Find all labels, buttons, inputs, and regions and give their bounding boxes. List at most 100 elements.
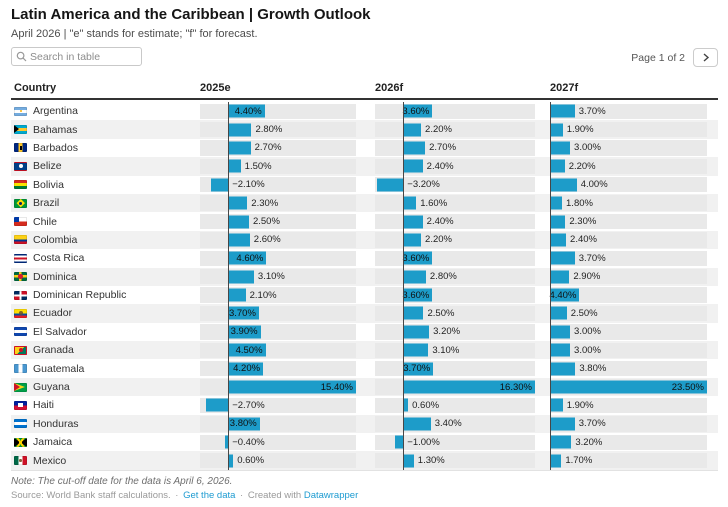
country-name: Colombia xyxy=(33,233,78,246)
value-bar xyxy=(550,196,563,210)
bar-cell-2025e: 2.80% xyxy=(195,120,370,139)
bar-cell-2026f: 3.10% xyxy=(370,341,545,360)
bar-cell-2026f: 3.60% xyxy=(370,102,545,121)
value-bar xyxy=(403,270,426,284)
value-bar xyxy=(550,454,562,468)
bar-cell-2025e: 3.90% xyxy=(195,322,370,342)
value-bar xyxy=(550,123,563,137)
bar-track: 3.00% xyxy=(550,342,707,358)
bar-track: 2.20% xyxy=(375,232,535,248)
pagination: Page 1 of 2 xyxy=(631,48,718,67)
bar-cell-2025e: 0.60% xyxy=(195,451,370,470)
bar-track: 3.70% xyxy=(550,416,707,432)
zero-axis-line xyxy=(227,175,229,194)
table-row: Bolivia −2.10% −3.20% 4.00% xyxy=(11,175,718,194)
bar-cell-2026f: −1.00% xyxy=(370,433,545,452)
value-bar xyxy=(228,343,266,357)
bar-track: 0.60% xyxy=(200,452,356,469)
bar-track: 15.40% xyxy=(200,379,356,395)
page-subtitle: April 2026 | "e" stands for estimate; "f… xyxy=(11,28,258,40)
value-bar xyxy=(228,325,261,339)
bar-track: 4.50% xyxy=(200,342,356,358)
bar-track: 2.50% xyxy=(375,305,535,322)
value-label: 3.60% xyxy=(402,289,430,301)
bar-track: 16.30% xyxy=(375,379,535,395)
bar-cell-2025e: −0.40% xyxy=(195,433,370,452)
value-label: 4.60% xyxy=(236,252,264,264)
zero-axis-line xyxy=(549,249,551,268)
value-label: 1.70% xyxy=(565,455,593,467)
value-label: 2.50% xyxy=(570,307,598,319)
bar-track: 2.80% xyxy=(200,121,356,138)
country-cell: Costa Rica xyxy=(11,249,195,267)
value-label: 1.90% xyxy=(566,399,594,411)
bar-cell-2026f: 3.70% xyxy=(370,359,545,378)
bar-track: 3.10% xyxy=(375,342,535,358)
separator-dot: · xyxy=(175,490,179,501)
column-header-country: Country xyxy=(14,82,57,94)
value-label: 3.00% xyxy=(574,326,601,338)
value-bar xyxy=(403,454,414,468)
bar-cell-2025e: 15.40% xyxy=(195,377,370,397)
bar-track: 2.50% xyxy=(550,305,707,322)
zero-axis-line xyxy=(402,175,404,194)
value-label: 2.40% xyxy=(570,234,597,246)
bar-cell-2025e: 4.40% xyxy=(195,102,370,121)
bb-flag-icon xyxy=(14,143,27,153)
country-name: Honduras xyxy=(33,417,79,430)
value-bar xyxy=(550,251,575,265)
dm-flag-icon xyxy=(14,272,27,282)
country-cell: Chile xyxy=(11,212,195,230)
datawrapper-link[interactable]: Datawrapper xyxy=(303,490,359,501)
value-label: 3.70% xyxy=(578,252,606,264)
country-name: Belize xyxy=(33,160,62,173)
value-bar xyxy=(403,196,417,210)
bar-track: 2.90% xyxy=(550,269,707,285)
zero-axis-line xyxy=(227,102,229,121)
value-bar xyxy=(550,306,567,320)
value-label: 2.20% xyxy=(425,234,452,246)
country-cell: Mexico xyxy=(11,451,195,469)
table-row: El Salvador 3.90% 3.20% 3.00% xyxy=(11,322,718,342)
value-bar xyxy=(403,417,431,431)
zero-axis-line xyxy=(549,175,551,194)
zero-axis-line xyxy=(549,138,551,158)
country-name: Dominica xyxy=(33,270,77,283)
bar-cell-2027f: 4.00% xyxy=(545,175,718,194)
bar-cell-2027f: 1.80% xyxy=(545,193,718,213)
bar-track: 2.10% xyxy=(200,287,356,303)
value-label: 4.00% xyxy=(580,179,608,191)
bar-cell-2027f: 23.50% xyxy=(545,377,718,397)
zero-axis-line xyxy=(402,285,404,305)
country-name: Argentina xyxy=(33,105,78,118)
zero-axis-line xyxy=(549,396,551,415)
value-label: 3.60% xyxy=(402,252,430,264)
value-bar xyxy=(403,233,422,247)
bar-cell-2026f: 2.40% xyxy=(370,157,545,176)
zero-axis-line xyxy=(402,249,404,268)
search-icon xyxy=(16,51,27,62)
gd-flag-icon xyxy=(14,345,27,355)
get-the-data-link[interactable]: Get the data xyxy=(183,490,236,501)
value-label: 2.60% xyxy=(253,234,281,246)
bar-cell-2025e: 3.10% xyxy=(195,267,370,286)
jm-flag-icon xyxy=(14,437,27,447)
br-flag-icon xyxy=(14,198,27,208)
value-label: 15.40% xyxy=(320,381,353,393)
value-bar xyxy=(403,306,424,320)
bar-track: −2.70% xyxy=(200,397,356,414)
next-page-button[interactable] xyxy=(693,48,718,67)
source-text: Source: World Bank staff calculations. xyxy=(11,490,171,501)
value-bar xyxy=(550,325,571,339)
search-input[interactable] xyxy=(27,50,141,63)
zero-axis-line xyxy=(549,120,551,139)
value-bar xyxy=(403,251,433,265)
header-rule xyxy=(11,98,718,100)
note-text: Note: The cut-off date for the data is A… xyxy=(11,476,233,487)
sv-flag-icon xyxy=(14,327,27,337)
bar-track: 2.30% xyxy=(550,213,707,230)
zero-axis-line xyxy=(402,193,404,213)
column-header-2027f: 2027f xyxy=(550,82,579,94)
country-name: Brazil xyxy=(33,197,60,210)
value-label: 4.50% xyxy=(235,344,263,356)
